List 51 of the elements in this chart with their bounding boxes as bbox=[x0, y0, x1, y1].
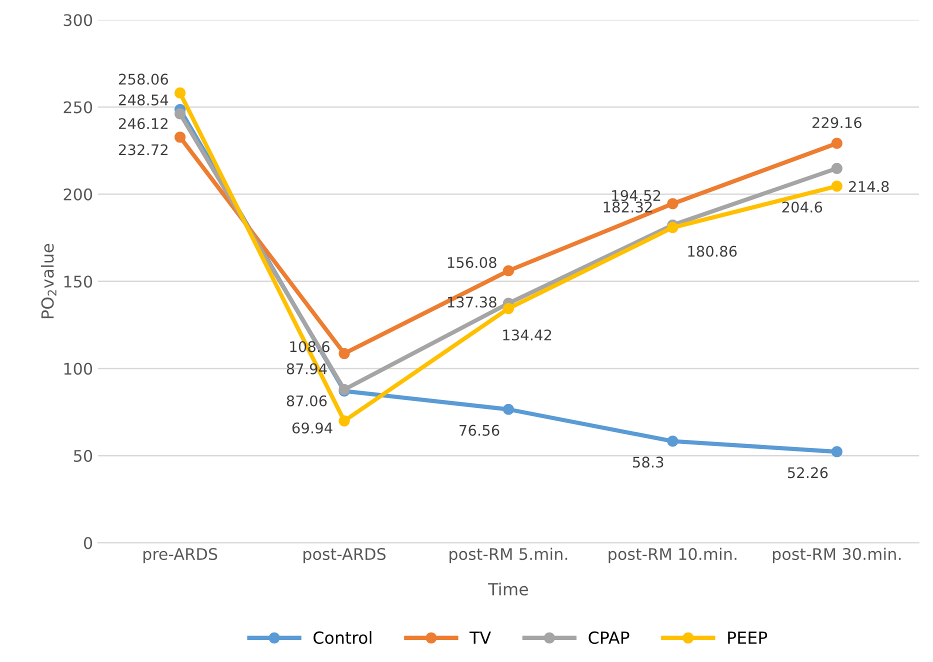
point bbox=[831, 180, 842, 192]
point bbox=[831, 446, 842, 458]
data-label: 58.3 bbox=[633, 456, 664, 468]
data-label: 134.42 bbox=[503, 329, 552, 341]
y-tick-label: 250 bbox=[64, 101, 92, 114]
y-tick-label: 100 bbox=[64, 362, 92, 375]
y-tick-label: 0 bbox=[84, 537, 92, 550]
legend-label: TV bbox=[469, 632, 491, 644]
data-label: 69.94 bbox=[292, 422, 332, 434]
data-label: 182.32 bbox=[604, 202, 652, 213]
data-label: 137.38 bbox=[448, 296, 496, 308]
point bbox=[174, 132, 186, 143]
data-label: 87.06 bbox=[286, 395, 327, 406]
legend-label: Control bbox=[314, 631, 372, 644]
point bbox=[667, 222, 678, 234]
data-label: 156.08 bbox=[448, 257, 496, 268]
data-label: 229.16 bbox=[812, 117, 862, 128]
data-label: 248.54 bbox=[119, 94, 168, 106]
point bbox=[338, 415, 350, 426]
data-label: 194.52 bbox=[612, 190, 660, 202]
x-tick-label: post-ARDS bbox=[304, 548, 386, 564]
data-label: 76.56 bbox=[460, 424, 500, 436]
data-label: 232.72 bbox=[119, 144, 168, 156]
point bbox=[502, 265, 514, 276]
data-label: 52.26 bbox=[788, 467, 828, 478]
y-tick-label: 150 bbox=[64, 276, 92, 288]
y-tick-label: 50 bbox=[74, 450, 92, 462]
point bbox=[667, 198, 678, 210]
x-tick-label: post-RM 10.min. bbox=[608, 548, 736, 564]
point bbox=[667, 436, 678, 447]
point bbox=[502, 404, 514, 415]
y-axis-title: PO$_{2}$value bbox=[40, 244, 56, 318]
x-axis-title: Time bbox=[488, 582, 528, 596]
point bbox=[174, 87, 186, 99]
point bbox=[338, 348, 350, 360]
data-label: 180.86 bbox=[688, 246, 737, 257]
point bbox=[174, 108, 186, 120]
y-tick-label: 200 bbox=[64, 188, 92, 200]
data-label: 246.12 bbox=[119, 118, 168, 130]
x-tick-label: pre-ARDS bbox=[144, 548, 218, 564]
point bbox=[831, 138, 842, 149]
y-tick-label: 300 bbox=[64, 14, 92, 26]
data-label: 258.06 bbox=[119, 74, 168, 85]
legend-label: PEEP bbox=[728, 632, 768, 644]
data-label: 204.6 bbox=[782, 202, 822, 213]
x-tick-label: post-RM 5.min. bbox=[450, 548, 568, 564]
legend-label: CPAP bbox=[588, 631, 630, 644]
x-tick-label: post-RM 30.min. bbox=[772, 548, 901, 564]
point bbox=[831, 162, 842, 174]
data-label: 214.8 bbox=[849, 181, 889, 192]
point bbox=[502, 302, 514, 314]
